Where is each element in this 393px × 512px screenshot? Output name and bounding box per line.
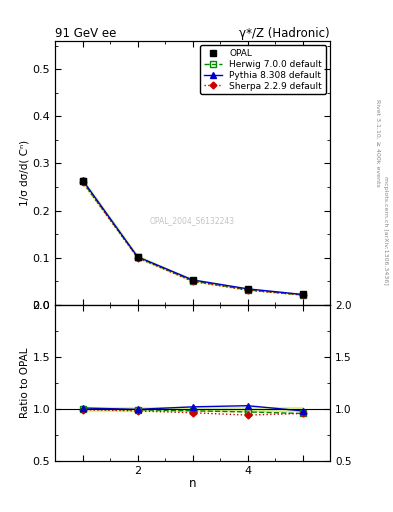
X-axis label: n: n [189,477,196,490]
Text: 91 GeV ee: 91 GeV ee [55,27,116,40]
Text: mcplots.cern.ch [arXiv:1306.3436]: mcplots.cern.ch [arXiv:1306.3436] [383,176,388,285]
Legend: OPAL, Herwig 7.0.0 default, Pythia 8.308 default, Sherpa 2.2.9 default: OPAL, Herwig 7.0.0 default, Pythia 8.308… [200,46,326,94]
Text: Rivet 3.1.10, ≥ 400k events: Rivet 3.1.10, ≥ 400k events [375,99,380,187]
Y-axis label: 1/σ dσ/d( Cⁿ): 1/σ dσ/d( Cⁿ) [20,140,29,206]
Text: OPAL_2004_S6132243: OPAL_2004_S6132243 [150,216,235,225]
Text: γ*/Z (Hadronic): γ*/Z (Hadronic) [239,27,330,40]
Y-axis label: Ratio to OPAL: Ratio to OPAL [20,348,29,418]
